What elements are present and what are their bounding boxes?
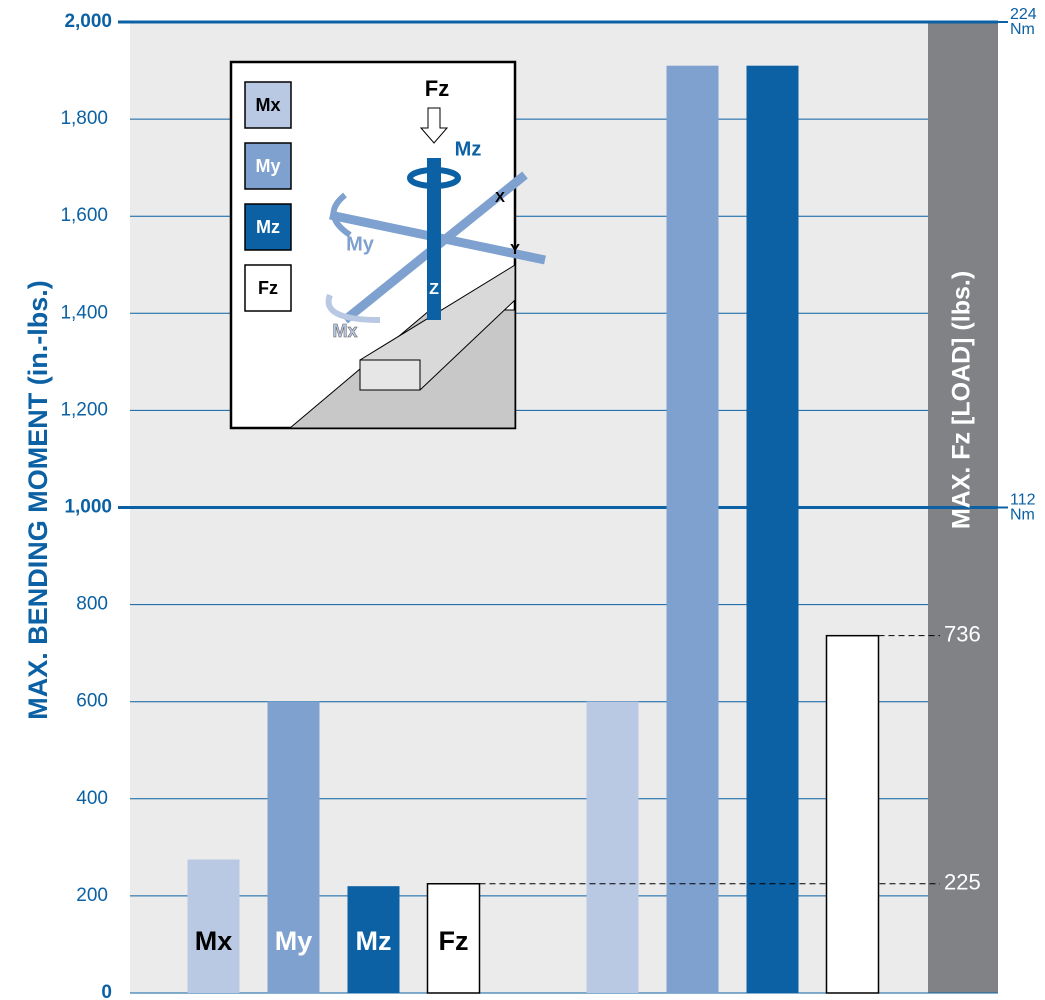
y-tick-label: 1,200 — [60, 399, 108, 420]
y2-tick-label: 112 — [1010, 492, 1036, 509]
data-label: 225 — [944, 870, 981, 895]
annotation: My — [346, 233, 375, 255]
y-axis-label: MAX. BENDING MOMENT (in.-lbs.) — [23, 280, 53, 719]
y-tick-label: 1,600 — [60, 205, 108, 226]
grid: 0 200 400 600 800 1,000 1,200 1,400 1,600 1,800 2,… — [60, 6, 1036, 1000]
annotation: X — [495, 189, 505, 206]
legend-label: My — [275, 926, 313, 956]
y2-unit: Nm — [1010, 507, 1035, 524]
y-tick-label: 1,000 — [64, 497, 112, 518]
fz-arrow — [419, 107, 449, 144]
legend-swatch — [244, 81, 292, 129]
legend-swatch — [244, 203, 292, 251]
bar — [586, 701, 639, 993]
data-label: 736 — [944, 621, 981, 646]
bar — [825, 634, 880, 994]
y-tick-label: 2,000 — [64, 11, 112, 32]
y-tick-label: 1,400 — [60, 302, 108, 323]
mz-arrow — [407, 167, 461, 189]
inset: Fz Mz My Mx X Y Z — [229, 60, 546, 430]
legend-swatch — [244, 142, 292, 190]
y-tick-label: 400 — [76, 788, 108, 809]
legend-swatch — [244, 264, 292, 312]
my-arrow — [330, 192, 352, 238]
y2-axis-label: MAX. Fz [LOAD] (lbs.) — [948, 271, 976, 529]
bar — [187, 859, 240, 993]
bar — [267, 701, 320, 993]
y-tick-label: 200 — [76, 885, 108, 906]
bar — [666, 65, 719, 993]
legend-label: Mz — [356, 926, 392, 956]
bars: Mx My Mz Fz 225 736 — [187, 65, 981, 994]
y-tick-label: 0 — [101, 982, 112, 1000]
y-tick-label: 1,800 — [60, 108, 108, 129]
legend-label: Mz — [256, 217, 280, 237]
legend-label: Fz — [439, 926, 469, 956]
y-tick-label: 600 — [76, 691, 108, 712]
legend-label: My — [255, 156, 280, 176]
annotation: Y — [510, 241, 520, 258]
annotation: Fz — [425, 76, 449, 101]
y2-unit: Nm — [1010, 21, 1035, 38]
bar — [746, 65, 799, 993]
legend-label: Fz — [258, 278, 278, 298]
bar — [347, 886, 400, 993]
mx-arrow — [325, 293, 381, 323]
y2-tick-label: 224 — [1010, 6, 1037, 23]
bar — [426, 883, 481, 994]
legend-label: Mx — [195, 926, 233, 956]
annotation: Mx — [332, 321, 357, 341]
legend-label: Mx — [255, 95, 280, 115]
carriage-face — [359, 359, 421, 391]
annotation: Mz — [455, 138, 482, 160]
annotation: Z — [429, 281, 439, 298]
y-tick-label: 800 — [76, 594, 108, 615]
inset-legend: Mx My Mz Fz — [244, 81, 292, 312]
